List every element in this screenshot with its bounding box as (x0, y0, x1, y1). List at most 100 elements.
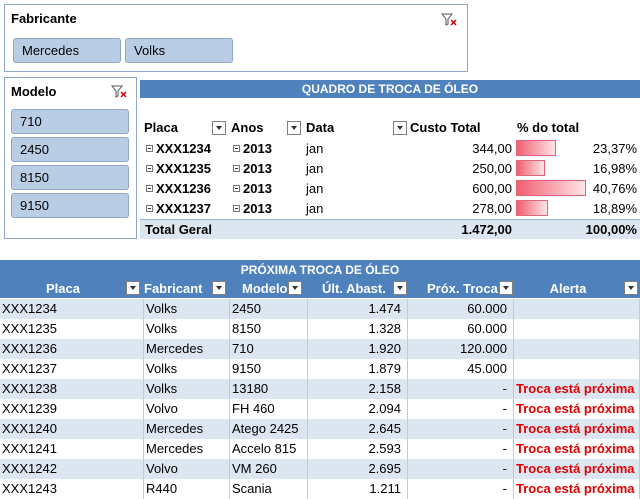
slicer-item-mercedes[interactable]: Mercedes (13, 38, 121, 63)
cell-modelo: Scania (230, 479, 308, 499)
pivot-ano: 2013 (243, 161, 272, 176)
cell-ult-abast: 1.474 (308, 299, 408, 319)
slicer-item-8150[interactable]: 8150 (11, 165, 129, 190)
col-header-ult-abast: Últ. Abast. (322, 281, 386, 296)
pivot-header-data: Data (306, 120, 335, 135)
cell-fabricante: Volks (144, 379, 230, 399)
pivot-custo: 250,00 (472, 161, 512, 176)
table-row: XXX1238 Volks 13180 2.158- Troca está próxim… (0, 379, 640, 399)
filter-dropdown-icon[interactable] (288, 281, 302, 295)
table-row: XXX1241 Mercedes Accelo 815 2.593- Troca est… (0, 439, 640, 459)
slicer-item-2450[interactable]: 2450 (11, 137, 129, 162)
cell-placa: XXX1240 (0, 419, 144, 439)
slicer-modelo-title: Modelo (11, 84, 57, 99)
pivot-header-placa: Placa (144, 120, 178, 135)
cell-prox-troca: - (408, 379, 514, 399)
col-header-fabricante: Fabricant (144, 281, 203, 296)
cell-alerta: Troca está próxima (514, 459, 640, 479)
pivot-data: jan (306, 161, 324, 176)
col-header-alerta: Alerta (549, 281, 587, 296)
cell-ult-abast: 2.695 (308, 459, 408, 479)
pivot-row: XXX1234 2013 jan 344,00 23,37% (140, 139, 640, 159)
cell-ult-abast: 1.879 (308, 359, 408, 379)
filter-dropdown-icon[interactable] (393, 281, 407, 295)
slicer-item-9150[interactable]: 9150 (11, 193, 129, 218)
pivot-total-custo: 1.472,00 (461, 222, 512, 237)
pivot-data: jan (306, 141, 324, 156)
filter-dropdown-icon[interactable] (393, 121, 407, 135)
cell-fabricante: Volks (144, 359, 230, 379)
slicer-item-volks[interactable]: Volks (125, 38, 233, 63)
cell-alerta: Troca está próxima (514, 399, 640, 419)
table-row: XXX1237 Volks 9150 1.879 45.000 (0, 359, 640, 379)
cell-modelo: 710 (230, 339, 308, 359)
collapse-icon[interactable] (146, 185, 153, 193)
cell-placa: XXX1234 (0, 299, 144, 319)
slicer-item-710[interactable]: 710 (11, 109, 129, 134)
col-header-modelo: Modelo (242, 281, 288, 296)
cell-ult-abast: 1.211 (308, 479, 408, 499)
collapse-icon[interactable] (146, 205, 153, 213)
pivot-data: jan (306, 181, 324, 196)
pivot-title: QUADRO DE TROCA DE ÓLEO (140, 80, 640, 98)
cell-alerta (514, 299, 640, 319)
clear-filter-icon[interactable] (440, 13, 457, 27)
cell-alerta: Troca está próxima (514, 419, 640, 439)
cell-fabricante: R440 (144, 479, 230, 499)
filter-dropdown-icon[interactable] (212, 281, 226, 295)
cell-ult-abast: 1.328 (308, 319, 408, 339)
filter-dropdown-icon[interactable] (212, 121, 226, 135)
cell-prox-troca: - (408, 479, 514, 499)
collapse-icon[interactable] (146, 145, 153, 153)
filter-dropdown-icon[interactable] (624, 281, 638, 295)
collapse-icon[interactable] (233, 185, 240, 193)
clear-filter-icon[interactable] (110, 85, 127, 99)
pivot-header-anos: Anos (231, 120, 264, 135)
collapse-icon[interactable] (233, 145, 240, 153)
table-header: Placa Fabricant Modelo Últ. Abast. Próx.… (0, 280, 640, 298)
pivot-ano: 2013 (243, 141, 272, 156)
cell-prox-troca: - (408, 399, 514, 419)
cell-alerta: Troca está próxima (514, 439, 640, 459)
cell-ult-abast: 2.158 (308, 379, 408, 399)
pivot-placa: XXX1234 (156, 141, 211, 156)
table-row: XXX1242 Volvo VM 260 2.695- Troca está próxi… (0, 459, 640, 479)
filter-dropdown-icon[interactable] (287, 121, 301, 135)
collapse-icon[interactable] (233, 205, 240, 213)
cell-ult-abast: 2.094 (308, 399, 408, 419)
pivot-custo: 278,00 (472, 201, 512, 216)
pivot-custo: 600,00 (472, 181, 512, 196)
cell-prox-troca: 45.000 (408, 359, 514, 379)
pivot-custo: 344,00 (472, 141, 512, 156)
cell-fabricante: Volks (144, 319, 230, 339)
col-header-placa: Placa (46, 281, 80, 296)
table-row: XXX1240 Mercedes Atego 2425 2.645- Troca est… (0, 419, 640, 439)
pivot-ano: 2013 (243, 201, 272, 216)
cell-placa: XXX1237 (0, 359, 144, 379)
table-row: XXX1239 Volvo FH 460 2.094- Troca está próxi… (0, 399, 640, 419)
table-row: XXX1236 Mercedes 710 1.920 120.000 (0, 339, 640, 359)
data-bar (516, 140, 556, 156)
pivot-pct: 40,76% (592, 181, 637, 196)
table-row: XXX1243 R440 Scania 1.211- Troca está próxim… (0, 479, 640, 499)
cell-placa: XXX1235 (0, 319, 144, 339)
cell-alerta: Troca está próxima (514, 479, 640, 499)
cell-modelo: Accelo 815 (230, 439, 308, 459)
table-row: XXX1235 Volks 8150 1.328 60.000 (0, 319, 640, 339)
cell-prox-troca: 60.000 (408, 319, 514, 339)
cell-placa: XXX1239 (0, 399, 144, 419)
cell-fabricante: Mercedes (144, 419, 230, 439)
pivot-header-pct: % do total (517, 120, 580, 135)
pivot-row: XXX1236 2013 jan 600,00 40,76% (140, 179, 640, 199)
cell-prox-troca: - (408, 419, 514, 439)
filter-dropdown-icon[interactable] (499, 281, 513, 295)
collapse-icon[interactable] (233, 165, 240, 173)
collapse-icon[interactable] (146, 165, 153, 173)
cell-alerta (514, 319, 640, 339)
cell-modelo: VM 260 (230, 459, 308, 479)
cell-modelo: 8150 (230, 319, 308, 339)
filter-dropdown-icon[interactable] (126, 281, 140, 295)
cell-modelo: 13180 (230, 379, 308, 399)
cell-prox-troca: 120.000 (408, 339, 514, 359)
data-bar (516, 180, 586, 196)
